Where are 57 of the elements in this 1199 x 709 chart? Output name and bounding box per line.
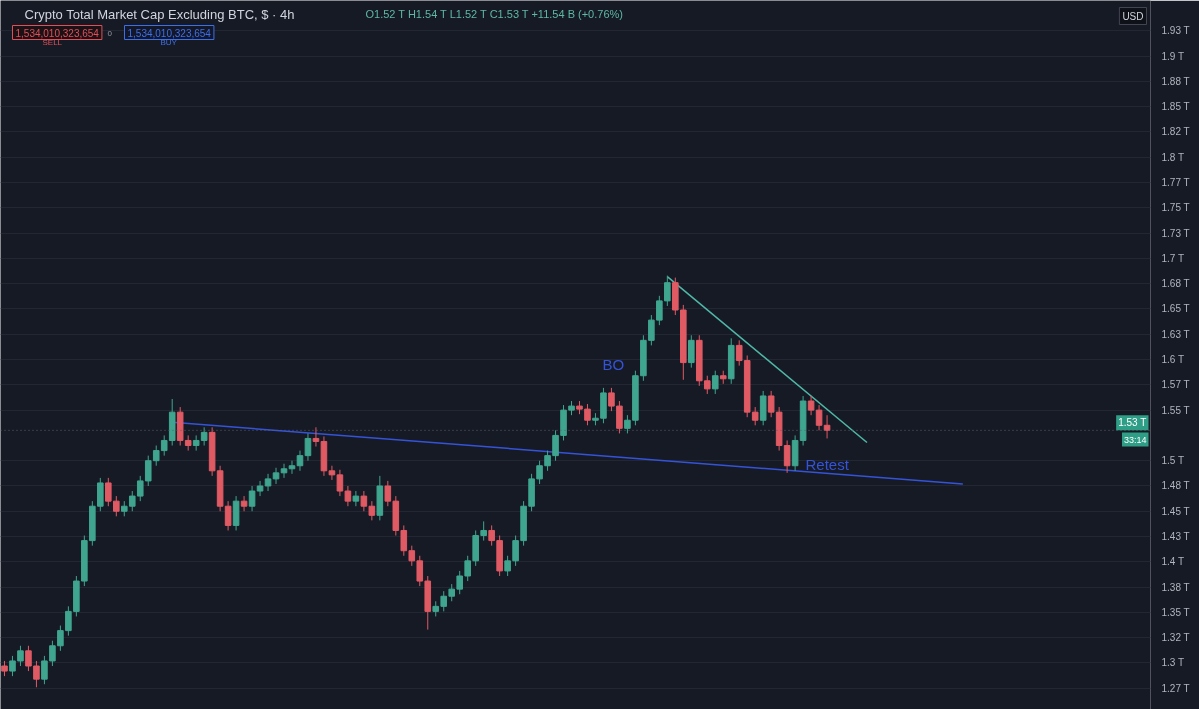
y-tick-label: 1.85 T xyxy=(1161,101,1190,113)
y-tick-label: 1.3 T xyxy=(1161,657,1185,669)
candlestick xyxy=(616,400,623,434)
y-tick-label: 1.5 T xyxy=(1161,455,1185,467)
y-tick-label: 1.7 T xyxy=(1161,252,1185,264)
y-tick-label: 1.38 T xyxy=(1161,581,1190,593)
y-tick-label: 1.9 T xyxy=(1161,50,1185,62)
y-tick-label: 1.43 T xyxy=(1161,531,1190,543)
candlestick xyxy=(608,387,615,412)
candlestick xyxy=(41,655,48,685)
y-tick-label: 1.73 T xyxy=(1161,227,1190,239)
annotation: Retest xyxy=(805,455,850,473)
candlestick xyxy=(17,645,24,667)
candlestick xyxy=(288,460,296,475)
y-tick-label: 1.88 T xyxy=(1161,75,1190,87)
annotation: BUY xyxy=(160,37,178,47)
y-tick-label: 1.4 T xyxy=(1161,556,1185,568)
annotation: O1.52 T H1.54 T L1.52 T C1.53 T +11.54 B (+0.76%) xyxy=(365,7,623,20)
annotation: 1,534,010,323,654 xyxy=(15,27,100,39)
text: Crypto Total Market Cap Excluding BTC, $ · 4h xyxy=(24,6,295,22)
candlestick xyxy=(9,655,16,677)
candlestick xyxy=(664,275,671,307)
candlestick xyxy=(272,467,280,485)
y-tick-label: 1.48 T xyxy=(1161,480,1190,492)
y-tick-label: 1.77 T xyxy=(1161,177,1190,189)
annotation: 33:14 xyxy=(1123,434,1147,445)
candlestick xyxy=(264,473,272,492)
candlestick xyxy=(240,495,248,512)
y-tick-label: 1.82 T xyxy=(1161,126,1190,138)
y-tick-label: 1.55 T xyxy=(1161,404,1190,416)
y-tick-label: 1.65 T xyxy=(1161,303,1190,315)
candlestick xyxy=(688,334,695,369)
y-tick-label: 1.35 T xyxy=(1161,606,1190,618)
candlestick xyxy=(224,500,232,531)
y-tick-label: 1.8 T xyxy=(1161,151,1185,163)
candlestick xyxy=(352,490,360,507)
y-tick-label: 1.63 T xyxy=(1161,328,1190,340)
annotation: 0 xyxy=(107,28,113,38)
y-tick-label: 1.75 T xyxy=(1161,202,1190,214)
candlestick xyxy=(296,450,304,472)
y-tick-label: 1.68 T xyxy=(1161,278,1190,290)
y-tick-label: 1.93 T xyxy=(1161,25,1190,37)
annotation: SELL xyxy=(42,37,63,47)
y-tick-label: 1.57 T xyxy=(1161,379,1190,391)
candlestick xyxy=(823,414,831,439)
y-tick-label: 1.32 T xyxy=(1161,632,1190,644)
ref-line-label: 1.53 T xyxy=(1118,417,1147,429)
annotation: USD xyxy=(1122,10,1144,22)
annotation: BO xyxy=(602,355,625,373)
y-tick-label: 1.27 T xyxy=(1161,682,1190,694)
annotation: 1,534,010,323,654 xyxy=(127,27,212,39)
candlestick xyxy=(408,545,416,567)
y-tick-label: 1.45 T xyxy=(1161,505,1190,517)
candlestick xyxy=(280,463,288,479)
y-tick-label: 1.6 T xyxy=(1161,354,1185,366)
candlestick xyxy=(711,370,719,395)
candlestick xyxy=(304,432,312,462)
